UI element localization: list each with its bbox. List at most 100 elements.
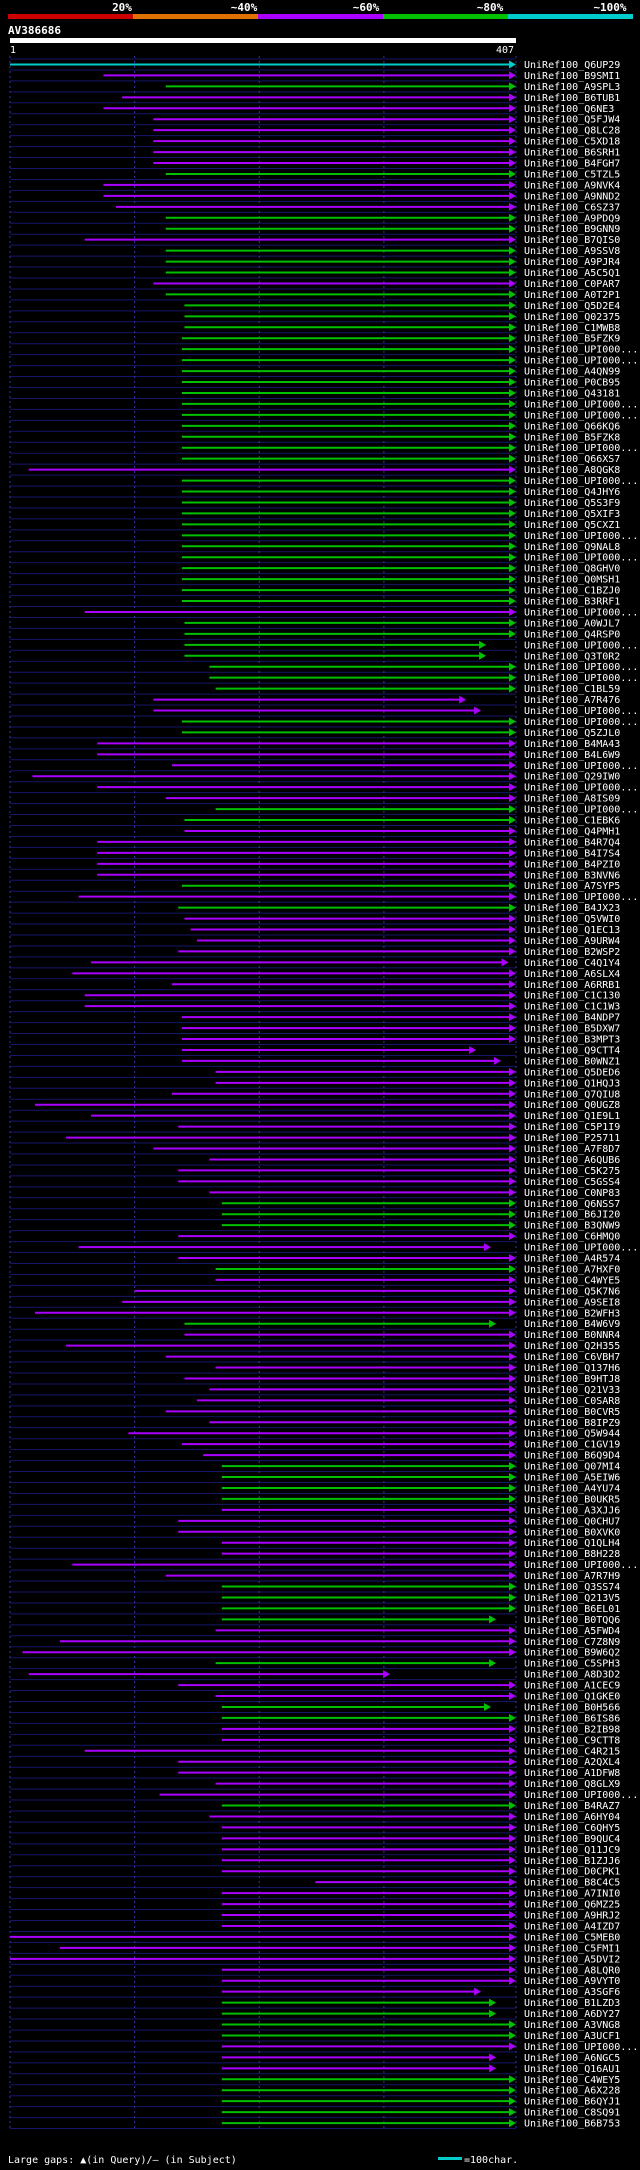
hit-row[interactable]: UniRef100_UPI000... [78, 1243, 639, 1254]
hit-row[interactable]: UniRef100_B6SRH1 [153, 148, 620, 159]
hit-row[interactable]: UniRef100_A3XJJ6 [221, 1505, 620, 1516]
hit-label[interactable]: UniRef100_C6SZ37 [524, 202, 620, 213]
hit-label[interactable]: UniRef100_Q4JHY6 [524, 487, 620, 498]
hit-row[interactable]: UniRef100_C1GV19 [181, 1440, 620, 1451]
hit-row[interactable]: UniRef100_B6Q9D4 [203, 1451, 620, 1462]
hit-row[interactable]: UniRef100_A0T2P1 [165, 290, 621, 301]
hit-label[interactable]: UniRef100_B3NVN6 [524, 870, 620, 881]
hit-label[interactable]: UniRef100_UPI000... [524, 662, 638, 673]
hit-label[interactable]: UniRef100_UPI000... [524, 1790, 638, 1801]
hit-row[interactable]: UniRef100_B0CVR5 [165, 1407, 621, 1418]
hit-label[interactable]: UniRef100_Q8LC28 [524, 126, 620, 137]
hit-label[interactable]: UniRef100_B3MPT3 [524, 1035, 620, 1046]
hit-label[interactable]: UniRef100_B6JI20 [524, 1210, 620, 1221]
hit-row[interactable]: UniRef100_Q137H6 [215, 1363, 621, 1374]
hit-row[interactable]: UniRef100_B4MA43 [97, 739, 620, 750]
hit-label[interactable]: UniRef100_A7SYP5 [524, 881, 620, 892]
hit-row[interactable]: UniRef100_UPI000... [159, 1790, 639, 1801]
hit-label[interactable]: UniRef100_UPI000... [524, 553, 638, 564]
hit-row[interactable]: UniRef100_A7SYP5 [181, 881, 620, 892]
hit-row[interactable]: UniRef100_Q5DED6 [215, 1067, 621, 1078]
hit-label[interactable]: UniRef100_C1BL59 [524, 684, 620, 695]
hit-row[interactable]: UniRef100_B6TUB1 [122, 93, 620, 104]
hit-row[interactable]: UniRef100_B9HTJ8 [184, 1374, 620, 1385]
hit-row[interactable]: UniRef100_Q1QLH4 [221, 1538, 620, 1549]
hit-row[interactable]: UniRef100_Q213V5 [221, 1593, 620, 1604]
hit-label[interactable]: UniRef100_Q213V5 [524, 1593, 620, 1604]
hit-label[interactable]: UniRef100_A0WJL7 [524, 618, 620, 629]
hit-label[interactable]: UniRef100_A9SEI8 [524, 1297, 620, 1308]
hit-row[interactable]: UniRef100_B0UKR5 [221, 1494, 620, 1505]
hit-label[interactable]: UniRef100_B4R7Q4 [524, 837, 620, 848]
hit-row[interactable]: UniRef100_UPI000... [72, 1560, 638, 1571]
hit-label[interactable]: UniRef100_Q5FJW4 [524, 115, 620, 126]
hit-label[interactable]: UniRef100_C0SAR8 [524, 1396, 620, 1407]
hit-label[interactable]: UniRef100_B0XVK0 [524, 1527, 620, 1538]
hit-row[interactable]: UniRef100_C1EBK6 [184, 816, 620, 827]
hit-label[interactable]: UniRef100_UPI000... [524, 410, 638, 421]
hit-row[interactable]: UniRef100_B0H566 [221, 1702, 620, 1713]
hit-label[interactable]: UniRef100_UPI000... [524, 783, 638, 794]
hit-label[interactable]: UniRef100_A3VNG8 [524, 2020, 620, 2031]
hit-label[interactable]: UniRef100_B0NNR4 [524, 1330, 620, 1341]
hit-label[interactable]: UniRef100_A6RRB1 [524, 980, 620, 991]
hit-row[interactable]: UniRef100_A9PDQ9 [165, 213, 621, 224]
hit-row[interactable]: UniRef100_A6NGC5 [221, 2053, 620, 2064]
hit-label[interactable]: UniRef100_B4RAZ7 [524, 1801, 620, 1812]
hit-row[interactable]: UniRef100_A0WJL7 [184, 618, 620, 629]
hit-row[interactable]: UniRef100_C6HMQ0 [178, 1232, 620, 1243]
hit-row[interactable]: UniRef100_A9SSV8 [165, 246, 621, 257]
hit-label[interactable]: UniRef100_B9QUC4 [524, 1834, 620, 1845]
hit-row[interactable]: UniRef100_B3MPT3 [181, 1035, 620, 1046]
hit-row[interactable]: UniRef100_B3QNW9 [221, 1221, 620, 1232]
hit-label[interactable]: UniRef100_B9W6Q2 [524, 1648, 620, 1659]
hit-row[interactable]: UniRef100_C5K275 [178, 1166, 620, 1177]
hit-row[interactable]: UniRef100_Q5VWI0 [184, 914, 620, 925]
hit-label[interactable]: UniRef100_Q5VWI0 [524, 914, 620, 925]
hit-row[interactable]: UniRef100_B5FZK8 [181, 432, 620, 443]
hit-row[interactable]: UniRef100_Q1GKE0 [215, 1692, 621, 1703]
hit-row[interactable]: UniRef100_Q0UGZ8 [34, 1100, 620, 1111]
hit-row[interactable]: UniRef100_Q4PMH1 [184, 826, 620, 837]
hit-label[interactable]: UniRef100_B4MA43 [524, 739, 620, 750]
hit-label[interactable]: UniRef100_Q9CTT4 [524, 1045, 620, 1056]
hit-row[interactable]: UniRef100_C6VBH7 [165, 1352, 621, 1363]
hit-label[interactable]: UniRef100_B4PZI0 [524, 859, 620, 870]
hit-label[interactable]: UniRef100_Q0UGZ8 [524, 1100, 620, 1111]
hit-label[interactable]: UniRef100_B0UKR5 [524, 1494, 620, 1505]
hit-label[interactable]: UniRef100_B4JX23 [524, 903, 620, 914]
hit-row[interactable]: UniRef100_C5XD18 [153, 137, 620, 148]
hit-row[interactable]: UniRef100_Q21V33 [209, 1385, 620, 1396]
hit-label[interactable]: UniRef100_A3SGF6 [524, 1987, 620, 1998]
hit-label[interactable]: UniRef100_A9VYT0 [524, 1976, 620, 1987]
hit-label[interactable]: UniRef100_B3QNW9 [524, 1221, 620, 1232]
hit-row[interactable]: UniRef100_B6IS86 [221, 1713, 620, 1724]
hit-row[interactable]: UniRef100_A4YU74 [221, 1483, 620, 1494]
hit-label[interactable]: UniRef100_C1GV19 [524, 1440, 620, 1451]
hit-label[interactable]: UniRef100_B2WFH3 [524, 1308, 620, 1319]
hit-label[interactable]: UniRef100_UPI000... [524, 640, 638, 651]
hit-row[interactable]: UniRef100_Q16AU1 [221, 2064, 620, 2075]
hit-label[interactable]: UniRef100_C4Q1Y4 [524, 958, 620, 969]
hit-label[interactable]: UniRef100_UPI000... [524, 673, 638, 684]
hit-label[interactable]: UniRef100_A8QGK8 [524, 465, 620, 476]
hit-row[interactable]: UniRef100_P25711 [66, 1133, 620, 1144]
hit-label[interactable]: UniRef100_Q1E9L1 [524, 1111, 620, 1122]
hit-label[interactable]: UniRef100_Q43181 [524, 388, 620, 399]
hit-row[interactable]: UniRef100_A8IS09 [165, 794, 621, 805]
hit-row[interactable]: UniRef100_Q5S3F9 [181, 498, 620, 509]
hit-label[interactable]: UniRef100_Q3SS74 [524, 1582, 620, 1593]
hit-row[interactable]: UniRef100_B6EL01 [221, 1604, 620, 1615]
hit-row[interactable]: UniRef100_Q02375 [184, 312, 620, 323]
hit-row[interactable]: UniRef100_D0CPK1 [221, 1867, 620, 1878]
hit-label[interactable]: UniRef100_UPI000... [524, 1560, 638, 1571]
hit-row[interactable]: UniRef100_C5MEB0 [10, 1932, 620, 1943]
hit-row[interactable]: UniRef100_C6QHY5 [221, 1823, 620, 1834]
hit-row[interactable]: UniRef100_A6QUB6 [209, 1155, 620, 1166]
hit-row[interactable]: UniRef100_Q3SS74 [221, 1582, 620, 1593]
hit-row[interactable]: UniRef100_C5SPH3 [215, 1659, 621, 1670]
hit-row[interactable]: UniRef100_A7HXF0 [215, 1264, 621, 1275]
hit-row[interactable]: UniRef100_B8C4C5 [315, 1878, 620, 1889]
hit-row[interactable]: UniRef100_Q5W944 [128, 1429, 620, 1440]
hit-label[interactable]: UniRef100_UPI000... [524, 356, 638, 367]
